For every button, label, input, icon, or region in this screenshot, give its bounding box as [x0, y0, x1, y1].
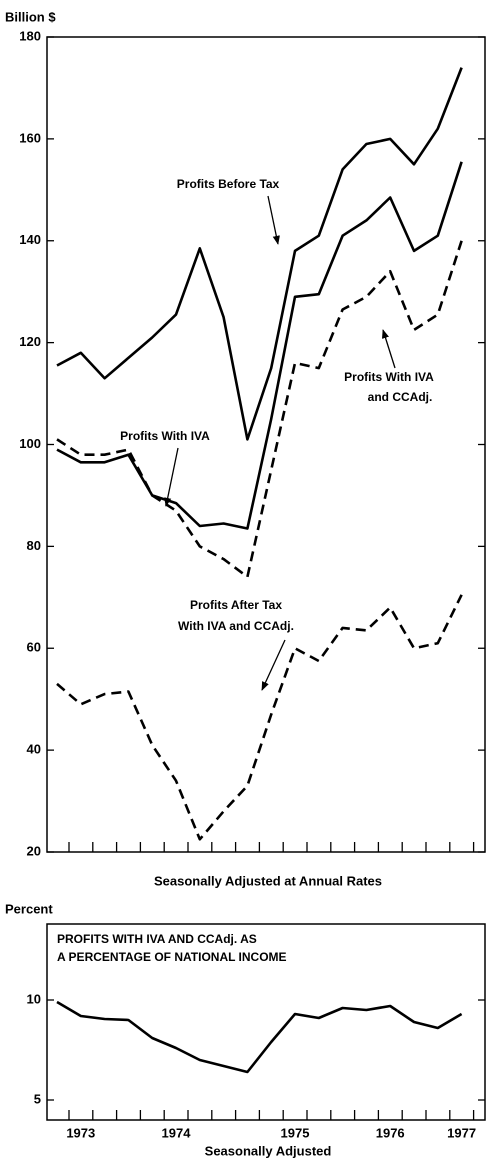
annotation: PROFITS WITH IVA AND CCAdj. AS [57, 932, 257, 946]
x-tick-label: 1976 [376, 1125, 405, 1140]
annotation: A PERCENTAGE OF NATIONAL INCOME [57, 950, 287, 964]
x-tick-label: 1974 [162, 1125, 192, 1140]
arrow [267, 195, 280, 245]
annotation: With IVA and CCAdj. [178, 619, 294, 633]
annotation: and CCAdj. [368, 390, 433, 404]
x-tick-label: 1977 [447, 1125, 476, 1140]
arrows [164, 195, 396, 691]
annotation: Profits Before Tax [177, 177, 280, 191]
data-line [56, 594, 463, 841]
y-tick-label: 180 [19, 28, 41, 43]
arrow [261, 639, 286, 691]
y-tick-label: 60 [27, 640, 41, 655]
x-axis-label: Seasonally Adjusted [205, 1143, 332, 1158]
x-tick-label: 1973 [66, 1125, 95, 1140]
y-tick-label: 40 [27, 742, 41, 757]
y-tick-label: 100 [19, 436, 41, 451]
annotation: Profits After Tax [190, 598, 282, 612]
y-tick-label: 10 [27, 991, 41, 1006]
data-line [56, 67, 463, 441]
y-tick-label: 80 [27, 538, 41, 553]
arrow [381, 329, 396, 369]
data-line [56, 240, 463, 579]
annotation: Profits With IVA [344, 370, 434, 384]
x-tick-label: 1975 [281, 1125, 310, 1140]
y-axis-label: Percent [5, 901, 53, 916]
y-tick-label: 5 [34, 1091, 41, 1106]
y-tick-label: 120 [19, 334, 41, 349]
y-tick-label: 20 [27, 843, 41, 858]
y-axis-label: Billion $ [5, 9, 56, 24]
x-axis-label: Seasonally Adjusted at Annual Rates [154, 873, 382, 888]
data-line [56, 161, 463, 530]
arrow [164, 447, 179, 507]
annotation: Profits With IVA [120, 429, 210, 443]
y-tick-label: 160 [19, 130, 41, 145]
y-tick-label: 140 [19, 232, 41, 247]
plot-frame [46, 923, 486, 1121]
data-line [56, 1000, 463, 1074]
